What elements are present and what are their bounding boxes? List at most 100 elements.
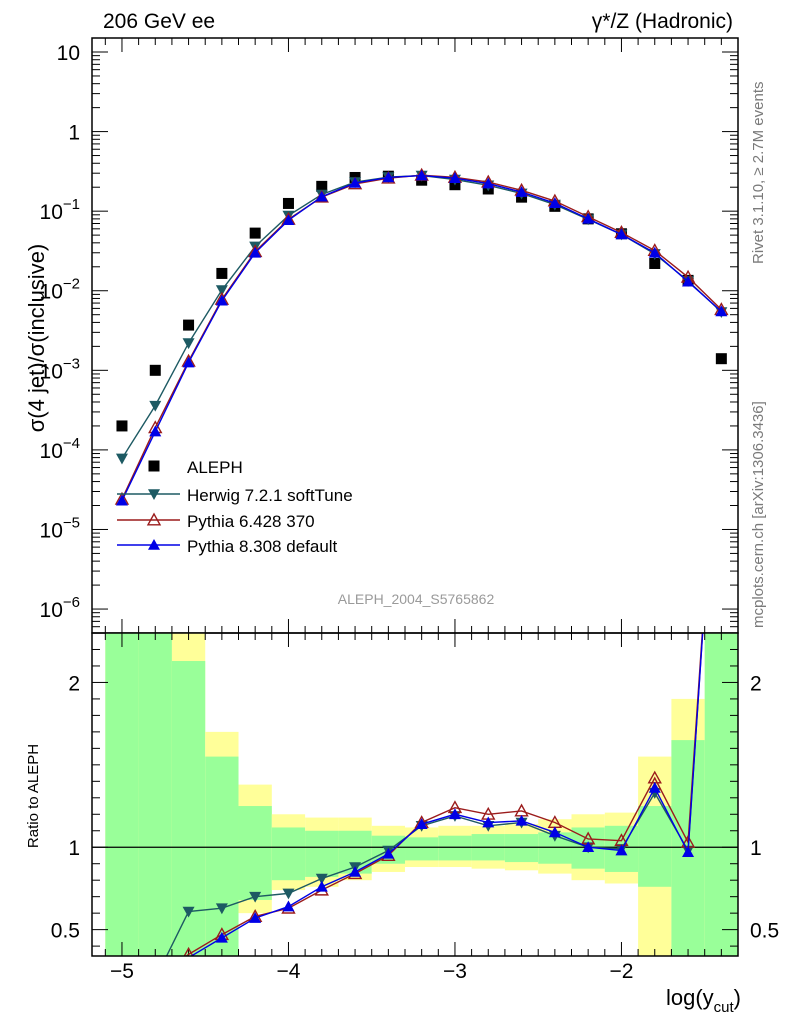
- ratio-point: [482, 816, 495, 828]
- green-band: [504, 834, 539, 863]
- process-label: γ*/Z (Hadronic): [592, 10, 733, 33]
- data-point: [149, 364, 161, 376]
- legend-marker: [148, 460, 160, 472]
- data-point: [115, 453, 128, 465]
- ratio-point: [249, 891, 262, 903]
- data-point: [115, 494, 128, 506]
- data-point: [582, 212, 595, 224]
- main-y-tick-label: 10−3: [40, 355, 80, 383]
- legend-marker: [148, 539, 160, 550]
- data-point: [182, 356, 195, 368]
- ratio-point: [648, 781, 661, 793]
- ratio-series-pythia-8-308-default: [189, 633, 704, 956]
- green-band: [438, 835, 472, 861]
- ratio-point: [182, 906, 195, 918]
- data-point: [349, 176, 362, 188]
- legend-label: ALEPH: [187, 458, 243, 477]
- data-point: [382, 171, 395, 183]
- main-series-layer: [114, 167, 729, 506]
- ratio-point: [215, 931, 228, 943]
- ratio-series-layer: [165, 633, 704, 956]
- analysis-id-label: ALEPH_2004_S5765862: [338, 591, 495, 607]
- main-y-axis-label: σ(4 jet)/σ(inclusive): [24, 244, 49, 433]
- x-tick-labels: −5 −4 −3 −2: [110, 960, 633, 983]
- series-pythia-8-308-default: [115, 169, 728, 506]
- series-pythia-6-428-370: [114, 167, 729, 505]
- data-point: [315, 190, 328, 202]
- series-aleph: [116, 170, 727, 432]
- data-point: [215, 294, 228, 306]
- series-herwig-7-2-1-softtune: [115, 170, 728, 465]
- mcplots-label: mcplots.cern.ch [arXiv:1306.3436]: [750, 401, 767, 628]
- data-point: [548, 197, 561, 208]
- legend-marker: [146, 512, 162, 526]
- main-y-tick-label: 10−5: [40, 514, 80, 542]
- data-point: [249, 227, 261, 239]
- data-point: [615, 228, 628, 240]
- main-y-tick-labels: 10−6 10−5 10−4 10−3 10−2 10−1 1 10: [40, 42, 80, 622]
- ratio-y-tick-label-right: 1: [750, 837, 762, 860]
- ratio-point: [315, 880, 328, 892]
- x-axis-label: log(ycut): [666, 985, 741, 1016]
- ratio-point: [582, 841, 595, 853]
- x-tick-label: −3: [443, 960, 467, 983]
- green-band: [271, 827, 306, 881]
- ratio-y-tick-label-right: 0.5: [750, 920, 779, 943]
- data-point: [682, 275, 695, 287]
- green-band: [638, 806, 672, 887]
- rivet-version-label: Rivet 3.1.10, ≥ 2.7M events: [750, 82, 767, 265]
- green-band: [171, 661, 206, 956]
- ratio-panel: 0.5 0.5 1 1 2 2 Ratio to ALEPH −5 −4 −3 −2 log(y…: [25, 632, 779, 1016]
- main-panel: 10−6 10−5 10−4 10−3 10−2 10−1 1 10 σ(4 jet)/σ(i…: [24, 37, 739, 634]
- x-tick-label: −4: [276, 960, 300, 983]
- data-point: [216, 267, 228, 279]
- ratio-y-tick-label: 0.5: [51, 920, 80, 943]
- ratio-y-tick-labels: 0.5 0.5 1 1 2 2: [51, 672, 779, 942]
- ratio-point: [548, 826, 561, 838]
- legend-label: Pythia 8.308 default: [187, 537, 338, 556]
- legend-label: Herwig 7.2.1 softTune: [187, 486, 353, 505]
- x-tick-label: −5: [110, 960, 134, 983]
- main-y-tick-label: 1: [68, 122, 80, 145]
- data-point: [415, 169, 428, 181]
- ratio-point: [515, 814, 528, 826]
- ratio-uncertainty-bands: [105, 633, 738, 956]
- data-point: [249, 246, 262, 258]
- data-point: [448, 172, 461, 183]
- main-y-tick-label: 10−6: [40, 594, 80, 622]
- data-point: [715, 353, 727, 365]
- legend-item: Pythia 8.308 default: [117, 537, 338, 556]
- ratio-axis-ticks: [92, 632, 739, 956]
- legend-label: Pythia 6.428 370: [187, 512, 315, 531]
- main-y-tick-label: 10: [57, 42, 80, 65]
- series-line: [121, 174, 722, 500]
- data-point: [215, 285, 228, 297]
- legend-marker: [148, 489, 160, 500]
- main-y-tick-label: 10−2: [40, 276, 80, 304]
- series-line: [121, 174, 722, 501]
- ratio-point: [183, 946, 194, 956]
- green-band: [238, 806, 272, 900]
- ratio-point: [682, 846, 695, 857]
- green-band: [138, 633, 172, 956]
- main-axis-ticks: [92, 38, 739, 634]
- ratio-point: [382, 847, 395, 859]
- data-point: [149, 400, 162, 412]
- green-band: [405, 837, 439, 861]
- data-point: [715, 305, 728, 317]
- ratio-point: [448, 808, 461, 820]
- ratio-plot-frame: [91, 632, 739, 957]
- data-point: [183, 319, 195, 331]
- ratio-point: [282, 900, 295, 912]
- data-point: [149, 425, 162, 437]
- ratio-point: [282, 888, 295, 900]
- ratio-point: [415, 818, 428, 829]
- ratio-point: [249, 912, 262, 923]
- ratio-y-tick-label-right: 2: [750, 672, 762, 695]
- main-y-tick-label: 10−4: [40, 435, 80, 463]
- green-band: [205, 756, 239, 956]
- data-point: [282, 214, 295, 225]
- data-point: [515, 186, 528, 197]
- data-point: [482, 177, 495, 189]
